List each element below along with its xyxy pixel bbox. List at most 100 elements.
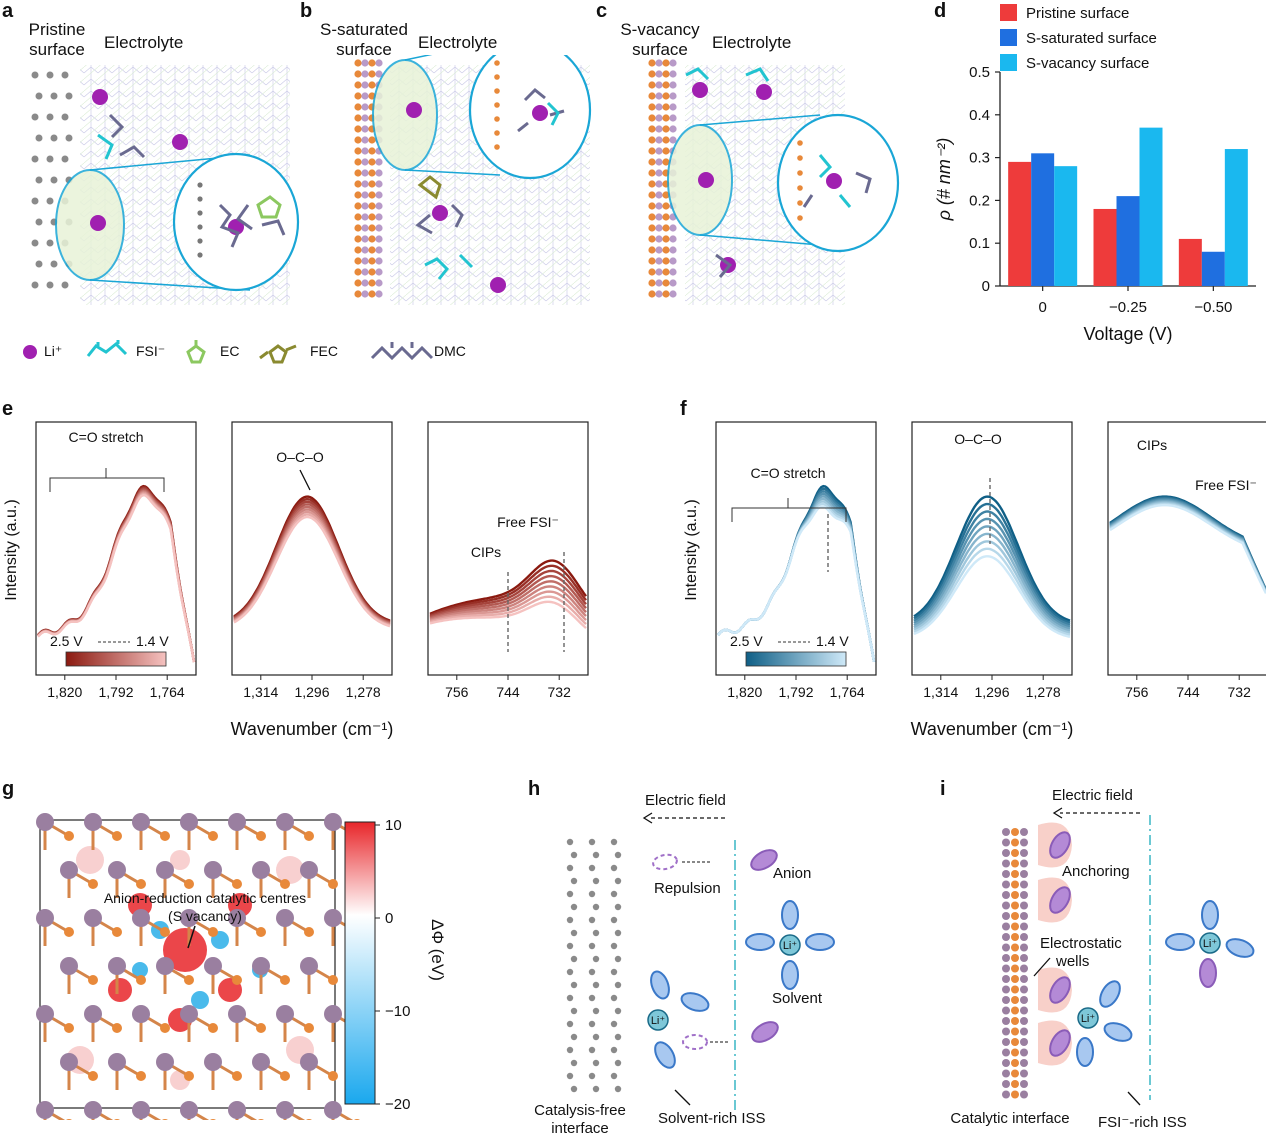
- potential-spot: [276, 856, 304, 884]
- metal-atom: [160, 1023, 170, 1033]
- surface-atom: [662, 125, 670, 133]
- surface-atom: [354, 114, 362, 122]
- s-atom: [228, 909, 246, 927]
- surface-atom: [648, 279, 656, 287]
- spectrum-frame: [911, 421, 1073, 676]
- surface-atom: [662, 136, 670, 144]
- anion-label: Anion: [773, 865, 811, 882]
- s-atom: [108, 957, 126, 975]
- surface-atom: [35, 134, 43, 142]
- surface-atom: [1011, 922, 1019, 931]
- metal-atom: [136, 1071, 146, 1081]
- surface-atom: [361, 224, 369, 232]
- surface-atom: [1011, 849, 1019, 857]
- surface-atom: [375, 158, 383, 166]
- anion: [1199, 958, 1217, 988]
- md-snapshots: [31, 55, 900, 305]
- s-atom: [108, 861, 126, 879]
- li-ion-label: Li⁺: [1081, 1013, 1096, 1025]
- arrow: [674, 1089, 691, 1106]
- x-tick-label: 744: [496, 684, 520, 700]
- surface-atom: [354, 70, 362, 78]
- li-ion: [432, 205, 448, 221]
- metal-atom: [354, 1119, 360, 1120]
- zoom-region-b: [372, 59, 438, 171]
- metal-atom: [208, 927, 218, 937]
- surface-atom: [669, 268, 677, 276]
- surface-atom: [614, 903, 622, 911]
- surface-atom: [1002, 1059, 1010, 1067]
- surface-atom: [648, 213, 656, 221]
- panel-c-surface-label: S-vacancy surface: [612, 20, 708, 60]
- surface-atom: [655, 257, 663, 265]
- interface-label: Catalytic interface: [950, 1110, 1069, 1127]
- metal-atom: [112, 831, 122, 841]
- surface-atom: [368, 81, 376, 89]
- surface-atom: [1002, 1017, 1010, 1025]
- surface-atom: [1011, 975, 1019, 983]
- surface-atom: [655, 213, 663, 221]
- surface-atom: [361, 103, 369, 111]
- metal-atom: [304, 927, 314, 937]
- surface-atom: [1011, 838, 1019, 847]
- surface-atom: [1020, 1080, 1028, 1088]
- s-atom: [36, 813, 54, 831]
- metal-atom: [258, 1119, 264, 1120]
- surface-atom: [368, 268, 376, 276]
- surface-atom: [50, 176, 58, 184]
- surface-atom: [648, 235, 656, 243]
- surface-atom: [35, 218, 43, 226]
- surface-atom: [662, 59, 670, 67]
- surface-atom: [1011, 1006, 1019, 1015]
- metal-atom: [64, 927, 74, 937]
- arrow: [299, 469, 311, 491]
- voltage-start-label: 2.5 V: [50, 633, 83, 649]
- surface-atom: [375, 59, 383, 67]
- y-axis-label: ρ (# nm⁻²): [934, 138, 954, 222]
- legend-swatch: [1000, 54, 1017, 71]
- dmc-molecule: [108, 113, 146, 159]
- panel-label-b: b: [300, 0, 313, 22]
- y-tick-label: 0.4: [969, 107, 990, 124]
- surface-atom: [354, 169, 362, 177]
- surface-atom: [368, 180, 376, 188]
- metal-atom: [162, 1119, 168, 1120]
- zoom-surface-atoms: [197, 182, 203, 258]
- surface-atom: [570, 1059, 578, 1067]
- solvent: [781, 900, 799, 930]
- surface-atom: [1011, 880, 1019, 889]
- li-ion: [90, 215, 106, 231]
- x-tick-label: 1,820: [727, 684, 762, 700]
- surface-atom: [1020, 912, 1028, 920]
- surface-atom: [354, 147, 362, 155]
- panel-c-surface-line1: S-vacancy: [620, 20, 700, 39]
- solvent: [1099, 980, 1121, 1008]
- surface-atom: [797, 200, 803, 206]
- surface-atom: [1002, 912, 1010, 920]
- solvent: [680, 992, 710, 1012]
- y-axis-label: Intensity (a.u.): [683, 499, 700, 600]
- solvent-label: Solvent: [772, 990, 823, 1007]
- metal-atom: [232, 975, 242, 985]
- panel-label-a: a: [2, 0, 14, 22]
- s-atom: [132, 909, 150, 927]
- s-atom: [252, 861, 270, 879]
- fec-icon: [259, 344, 297, 364]
- li-icon: [23, 345, 37, 359]
- surface-atom: [368, 147, 376, 155]
- bar-s-vacancy-surface: [1054, 166, 1078, 286]
- surface-atom: [570, 1085, 578, 1093]
- anion: [750, 849, 778, 871]
- surface-atom: [375, 290, 383, 298]
- surface-atom: [494, 116, 500, 122]
- surface-atom: [610, 942, 618, 950]
- metal-atom: [280, 975, 290, 985]
- surface-atom: [669, 136, 677, 144]
- spectrum-line: [233, 505, 391, 625]
- colorbar-tick-label: 10: [385, 817, 402, 834]
- surface-atom: [35, 92, 43, 100]
- surface-atom: [361, 191, 369, 199]
- panel-b-surface-line1: S-saturated: [320, 20, 408, 39]
- zoom-line: [699, 234, 821, 246]
- surface-atom: [361, 125, 369, 133]
